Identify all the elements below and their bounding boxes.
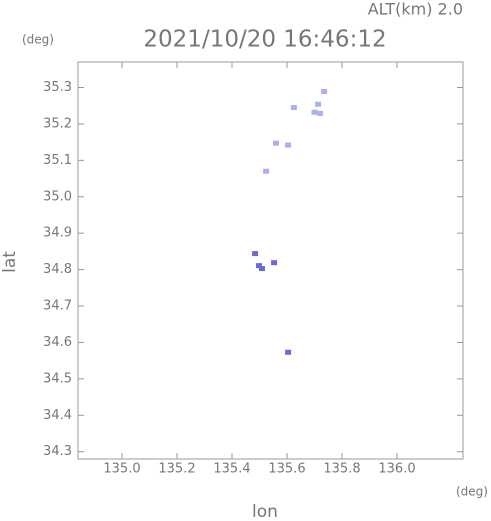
x-tick-label: 135.8 bbox=[323, 462, 360, 477]
x-unit: (deg) bbox=[456, 485, 488, 499]
plot-frame bbox=[77, 61, 464, 460]
point bbox=[285, 142, 292, 148]
point bbox=[252, 251, 259, 257]
point bbox=[290, 105, 297, 111]
y-tick-label: 34.4 bbox=[43, 408, 72, 423]
y-axis-label: lat bbox=[0, 251, 20, 273]
point bbox=[311, 109, 318, 115]
point bbox=[317, 110, 323, 116]
y-tick-label: 34.6 bbox=[43, 335, 72, 350]
chart-title: 2021/10/20 16:46:12 bbox=[143, 27, 386, 53]
x-tick-label: 135.6 bbox=[268, 462, 305, 477]
x-tick-label: 135.4 bbox=[213, 462, 250, 477]
y-tick-label: 35.1 bbox=[43, 153, 72, 168]
point bbox=[321, 89, 328, 95]
y-tick-label: 35.0 bbox=[43, 189, 72, 204]
x-tick-label: 136.0 bbox=[378, 462, 415, 477]
point bbox=[263, 168, 270, 174]
y-unit: (deg) bbox=[22, 33, 54, 47]
point bbox=[255, 263, 262, 269]
chart-subtitle: ALT(km) 2.0 bbox=[368, 0, 463, 19]
y-tick-label: 35.3 bbox=[43, 80, 72, 95]
y-tick-label: 34.9 bbox=[43, 226, 72, 241]
y-tick-label: 34.3 bbox=[43, 444, 72, 459]
y-tick-label: 34.5 bbox=[43, 371, 72, 386]
x-axis-label: lon bbox=[252, 502, 278, 521]
y-tick-label: 34.8 bbox=[43, 262, 72, 277]
point bbox=[273, 140, 279, 146]
point bbox=[285, 349, 292, 355]
x-tick-label: 135.0 bbox=[103, 462, 140, 477]
point bbox=[315, 101, 322, 107]
x-tick-label: 135.2 bbox=[158, 462, 195, 477]
y-tick-label: 34.7 bbox=[43, 299, 72, 314]
point bbox=[258, 266, 265, 272]
point bbox=[271, 260, 278, 266]
y-tick-label: 35.2 bbox=[43, 116, 72, 131]
